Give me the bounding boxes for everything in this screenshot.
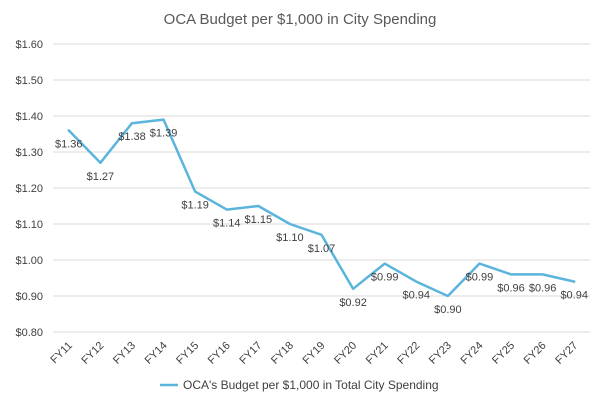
- data-label: $0.92: [339, 297, 367, 309]
- data-label: $0.96: [529, 282, 557, 294]
- data-label: $0.94: [560, 290, 588, 302]
- y-axis-tick-labels: $0.80 $0.90 $1.00 $1.10 $1.20 $1.30 $1.40 $1.50…: [15, 39, 43, 339]
- data-label: $0.99: [466, 272, 494, 284]
- y-tick-label: $1.20: [15, 183, 43, 195]
- data-label: $1.36: [55, 138, 83, 150]
- x-tick-label: FY13: [111, 340, 138, 367]
- data-label: $1.14: [213, 218, 241, 230]
- x-tick-label: FY25: [490, 340, 517, 367]
- data-label: $0.90: [434, 304, 462, 316]
- gridlines: [53, 43, 590, 333]
- data-label: $1.27: [87, 171, 115, 183]
- x-tick-label: FY17: [237, 340, 264, 367]
- x-tick-label: FY18: [269, 340, 296, 367]
- data-label: $0.96: [497, 282, 525, 294]
- x-axis-tick-labels: FY11 FY12 FY13 FY14 FY15 FY16 FY17 FY18 FY19 FY20…: [48, 340, 580, 367]
- x-tick-label: FY26: [522, 340, 549, 367]
- y-tick-label: $1.10: [15, 219, 43, 231]
- y-tick-label: $1.30: [15, 147, 43, 159]
- data-label: $1.15: [245, 214, 273, 226]
- data-label: $0.99: [371, 272, 399, 284]
- x-tick-label: FY16: [206, 340, 233, 367]
- x-tick-label: FY20: [332, 340, 359, 367]
- data-label: $1.07: [308, 243, 336, 255]
- x-tick-label: FY11: [48, 340, 75, 367]
- data-label: $1.39: [150, 128, 178, 140]
- legend-label: OCA's Budget per $1,000 in Total City Sp…: [183, 378, 439, 392]
- x-tick-label: FY15: [174, 340, 201, 367]
- y-tick-label: $0.80: [15, 327, 43, 339]
- y-tick-label: $0.90: [15, 291, 43, 303]
- x-tick-label: FY24: [458, 340, 485, 367]
- x-tick-label: FY19: [301, 340, 328, 367]
- x-tick-label: FY23: [427, 340, 454, 367]
- data-label: $0.94: [402, 290, 430, 302]
- data-label: $1.19: [181, 200, 209, 212]
- x-tick-label: FY14: [143, 340, 170, 367]
- y-tick-label: $1.60: [15, 39, 43, 51]
- data-label: $1.10: [276, 232, 304, 244]
- chart-title: OCA Budget per $1,000 in City Spending: [164, 11, 437, 28]
- series-layer: [67, 118, 576, 298]
- x-tick-label: FY12: [79, 340, 106, 367]
- y-tick-label: $1.40: [15, 111, 43, 123]
- data-labels: $1.36 $1.27 $1.38 $1.39 $1.19 $1.14 $1.15$1.10…: [55, 128, 588, 316]
- legend: OCA's Budget per $1,000 in Total City Sp…: [160, 378, 439, 392]
- y-tick-label: $1.50: [15, 75, 43, 87]
- y-tick-label: $1.00: [15, 255, 43, 267]
- x-tick-label: FY22: [395, 340, 422, 367]
- data-label: $1.38: [118, 131, 146, 143]
- series-line: [67, 118, 576, 298]
- x-tick-label: FY21: [364, 340, 391, 367]
- x-tick-label: FY27: [553, 340, 580, 367]
